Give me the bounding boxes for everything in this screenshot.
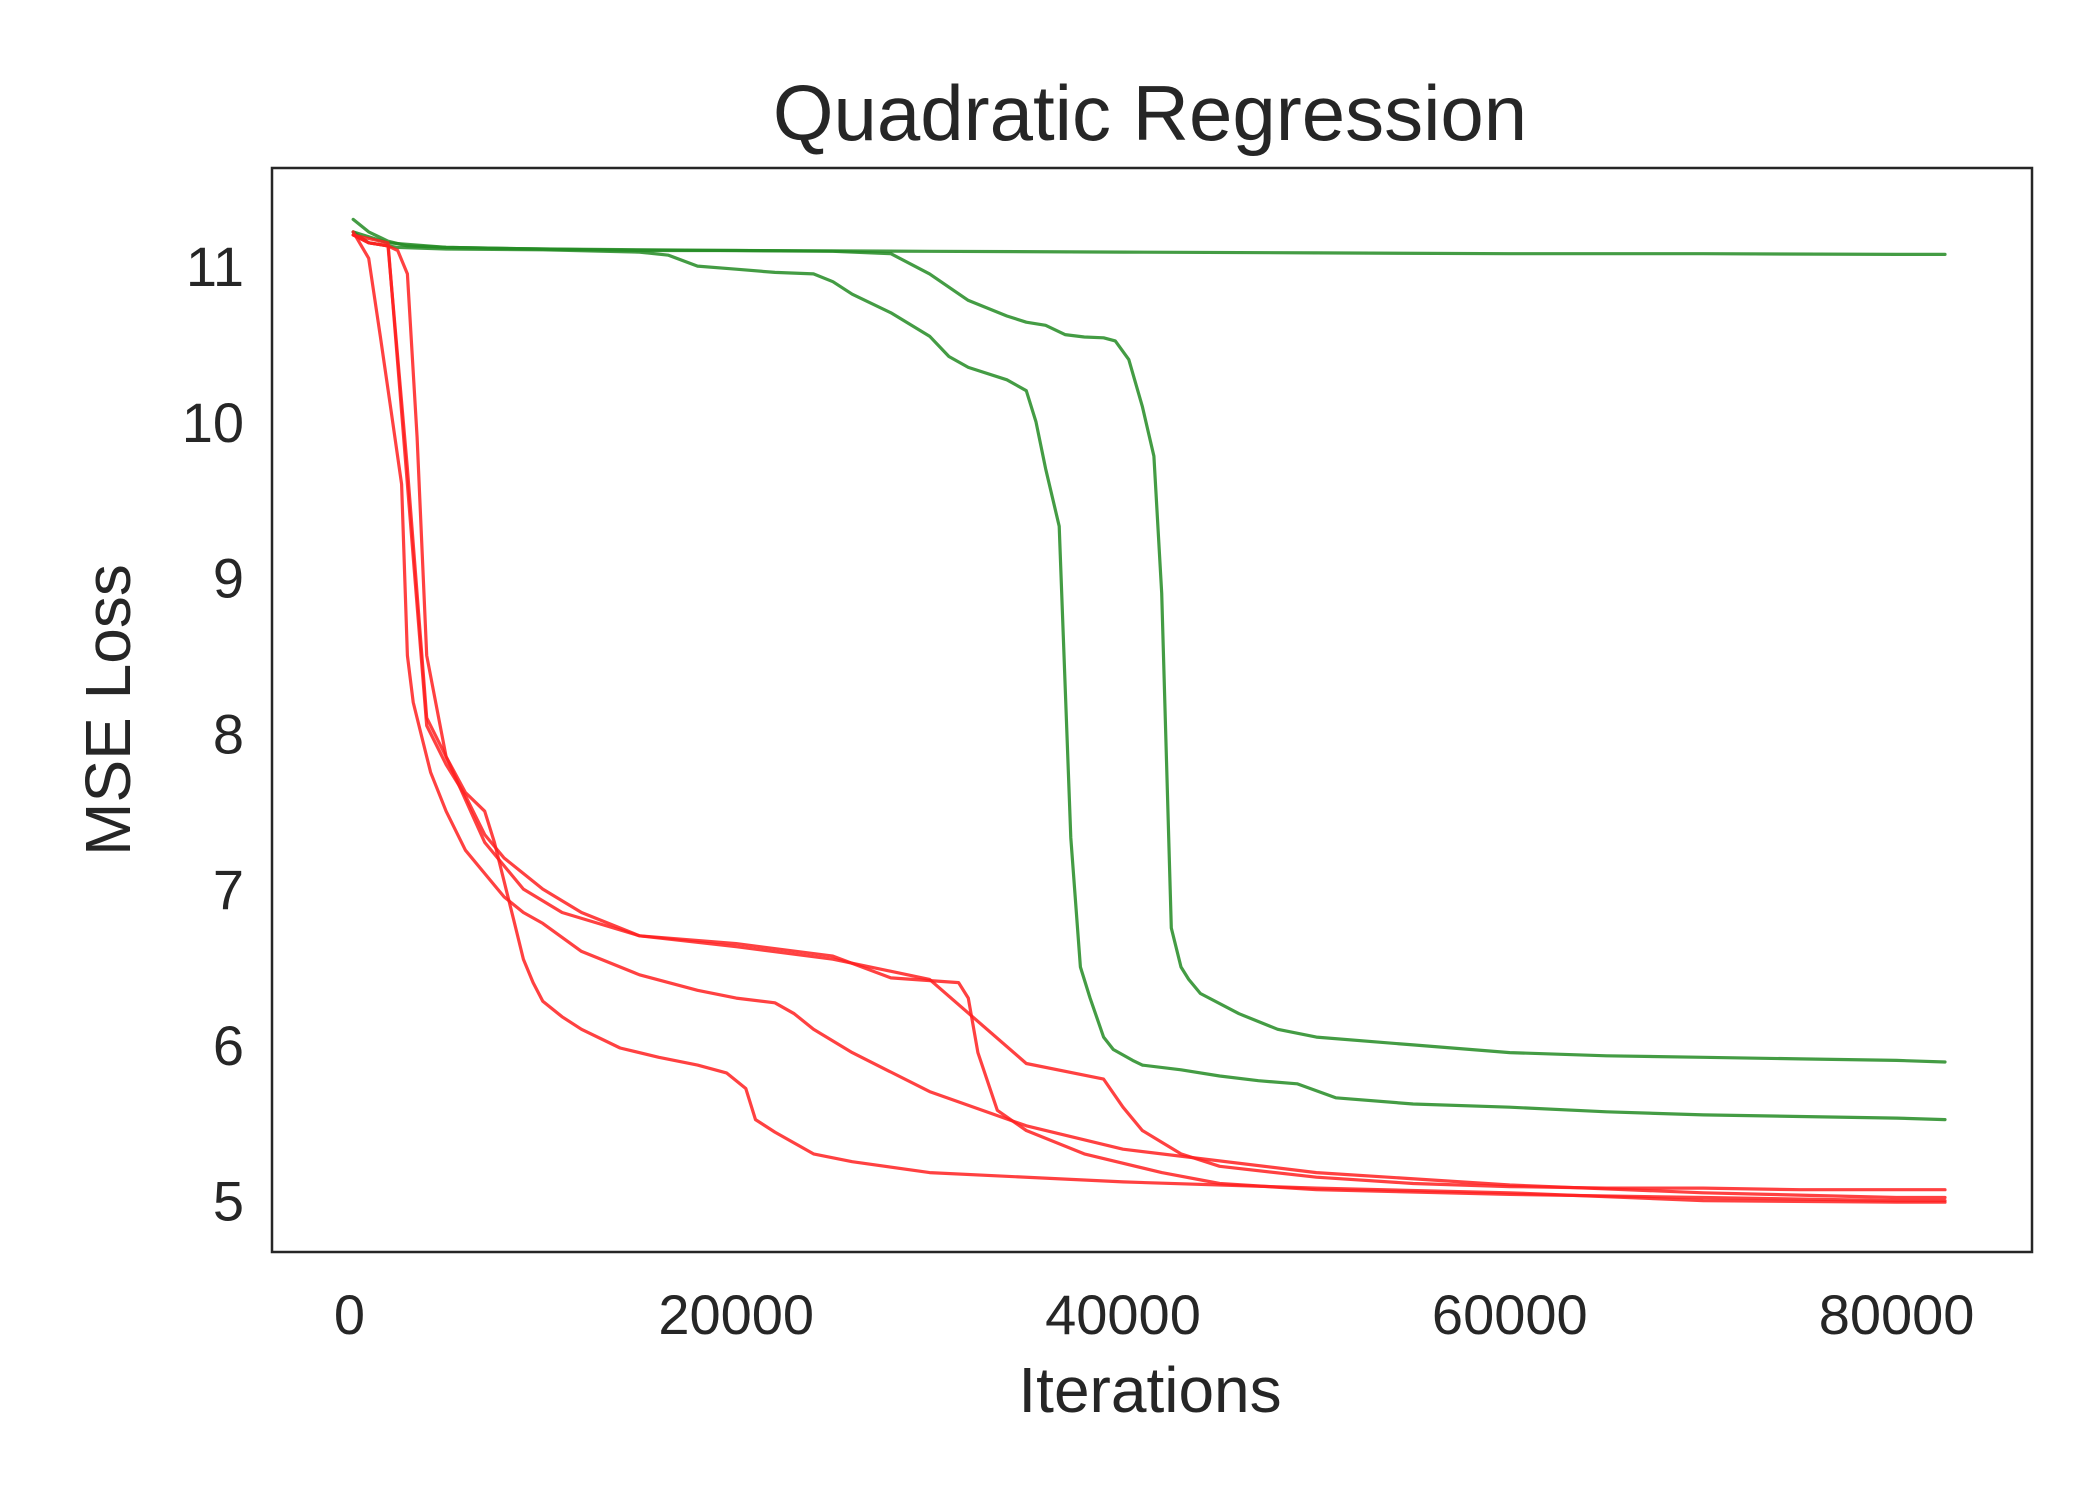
x-tick-label: 0 [334, 1283, 365, 1346]
x-axis-label: Iterations [1018, 1354, 1281, 1426]
series-line-7-red [351, 233, 1947, 1192]
y-tick-label: 7 [213, 858, 244, 921]
series-line-2-green [351, 230, 1947, 1122]
y-tick-label: 8 [213, 702, 244, 765]
y-tick-label: 5 [213, 1170, 244, 1233]
chart-title: Quadratic Regression [773, 69, 1527, 157]
series-line-4-red [351, 230, 1947, 1200]
x-tick-label: 80000 [1819, 1283, 1975, 1346]
plot-frame [270, 166, 2034, 1254]
x-tick-label: 60000 [1432, 1283, 1588, 1346]
x-axis-ticks: 0 20000 40000 60000 80000 [334, 1283, 1975, 1346]
y-axis-label: MSE Loss [72, 564, 144, 856]
y-tick-label: 10 [182, 391, 244, 454]
y-tick-label: 6 [213, 1014, 244, 1077]
x-tick-label: 20000 [658, 1283, 814, 1346]
y-tick-label: 11 [186, 235, 244, 298]
x-tick-label: 40000 [1045, 1283, 1201, 1346]
y-axis-ticks: 5 6 7 8 9 10 11 [182, 235, 244, 1233]
series-line-3-green [351, 230, 1947, 1064]
series-line-6-red [351, 233, 1947, 1204]
series-layer [351, 217, 1947, 1204]
y-tick-label: 9 [213, 547, 244, 610]
